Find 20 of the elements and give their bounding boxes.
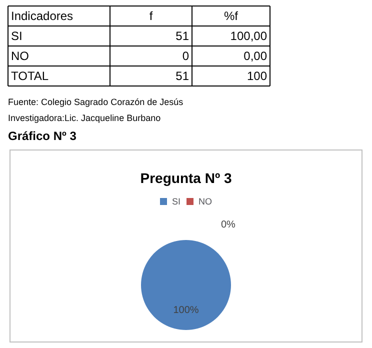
text: SI	[11, 29, 22, 43]
text: 51	[176, 69, 190, 83]
text: 100,00	[230, 29, 268, 43]
text: %f	[224, 9, 239, 23]
source-note: Fuente: Colegio Sagrado Corazón de Jesús	[8, 97, 184, 107]
text: 0%	[221, 220, 236, 230]
text: TOTAL	[11, 69, 49, 83]
text: 51	[176, 29, 190, 43]
text: Investigadora:Lic. Jacqueline Burbano	[8, 113, 161, 123]
data-label: 100%	[173, 305, 199, 316]
text: f	[149, 9, 154, 23]
text: 100	[246, 69, 268, 83]
text: 0	[182, 49, 190, 63]
text: Gráfico Nº 3	[8, 129, 77, 143]
text: Indicadores	[11, 9, 74, 23]
chart-title: Pregunta Nº 3	[140, 170, 232, 186]
text: 0,00	[244, 49, 268, 63]
text: NO	[11, 49, 29, 63]
legend-label: NO	[198, 196, 212, 206]
legend-label: SI	[172, 196, 181, 206]
